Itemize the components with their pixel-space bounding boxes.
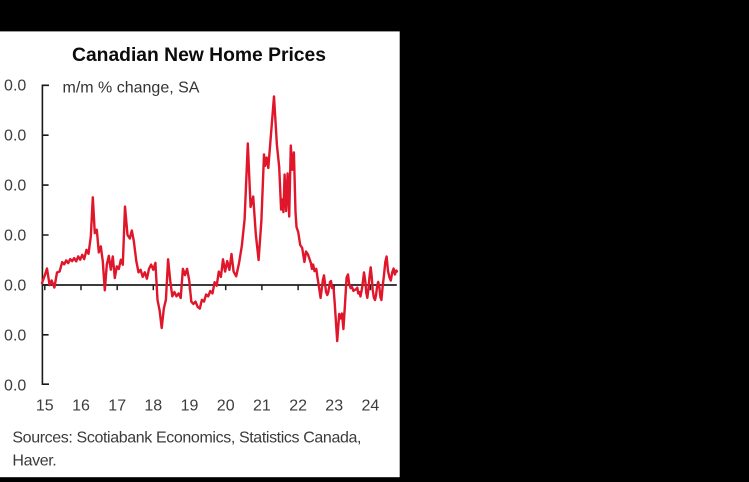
svg-text:23: 23 (325, 397, 343, 414)
svg-text:21: 21 (253, 397, 271, 414)
svg-text:0.0: 0.0 (4, 178, 26, 195)
svg-text:0.0: 0.0 (4, 128, 26, 145)
svg-text:18: 18 (144, 397, 162, 414)
svg-text:17: 17 (108, 397, 126, 414)
svg-text:24: 24 (362, 397, 380, 414)
svg-text:0.0: 0.0 (4, 328, 26, 345)
svg-text:0.0: 0.0 (4, 78, 26, 95)
svg-text:Haver.: Haver. (12, 453, 56, 470)
svg-text:22: 22 (289, 397, 307, 414)
svg-text:16: 16 (72, 397, 90, 414)
svg-text:0.0: 0.0 (4, 278, 26, 295)
svg-text:Sources: Scotiabank Economics,: Sources: Scotiabank Economics, Statistic… (12, 430, 361, 447)
svg-text:19: 19 (181, 397, 199, 414)
svg-text:0.0: 0.0 (4, 378, 26, 395)
svg-text:m/m % change, SA: m/m % change, SA (63, 79, 200, 96)
svg-text:0.0: 0.0 (4, 228, 26, 245)
svg-text:Canadian New Home Prices: Canadian New Home Prices (72, 45, 326, 66)
svg-text:20: 20 (217, 397, 235, 414)
svg-text:15: 15 (36, 397, 54, 414)
